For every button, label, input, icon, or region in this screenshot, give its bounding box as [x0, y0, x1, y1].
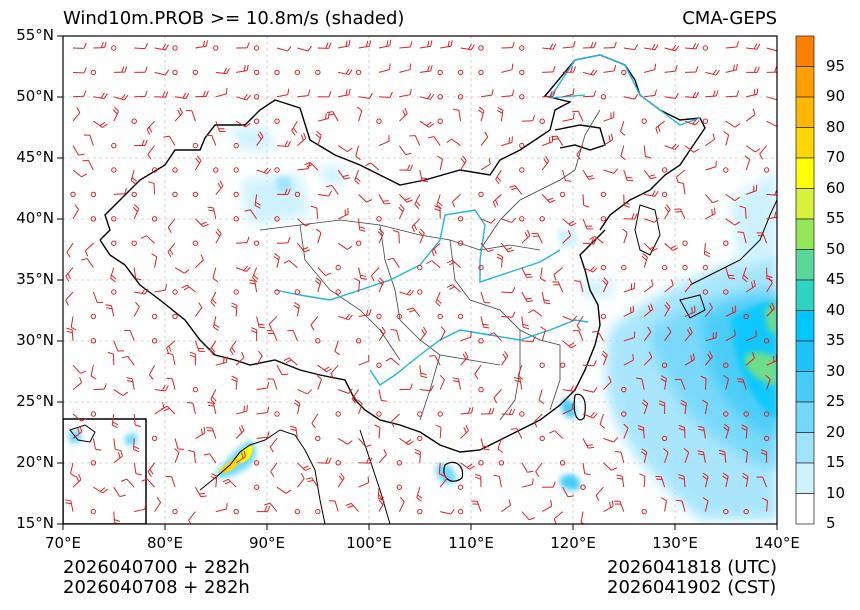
- lon-tick-label: 100°E: [346, 534, 392, 552]
- colorbar-label: 95: [826, 56, 846, 75]
- valid-time: 2026041818 (UTC) 2026041902 (CST): [607, 558, 777, 598]
- colorbar-label: 15: [826, 453, 846, 471]
- lat-tick-label: 45°N: [16, 148, 54, 166]
- colorbar-label: 80: [826, 117, 846, 136]
- lat-tick-label: 50°N: [16, 87, 54, 105]
- colorbar-label: 40: [826, 300, 846, 319]
- wind-barbs: [64, 39, 777, 524]
- lon-tick-label: 80°E: [146, 534, 184, 552]
- colorbar-label: 30: [826, 361, 846, 380]
- valid-time-utc: 2026041818 (UTC): [607, 557, 777, 578]
- lon-tick-label: 120°E: [550, 534, 596, 552]
- colorbar-label: 25: [826, 392, 846, 410]
- colorbar-label: 50: [826, 239, 846, 258]
- lon-tick-label: 110°E: [448, 534, 494, 552]
- lat-tick-label: 20°N: [16, 453, 54, 471]
- lat-tick-label: 55°N: [16, 26, 54, 44]
- init-time: 2026040700 + 282h 2026040708 + 282h: [63, 558, 250, 598]
- colorbar: [795, 35, 815, 525]
- lon-tick-label: 70°E: [44, 534, 82, 552]
- colorbar-label: 5: [826, 514, 836, 532]
- valid-time-cst: 2026041902 (CST): [607, 577, 777, 598]
- colorbar-label: 90: [826, 87, 846, 105]
- colorbar-label: 10: [826, 483, 846, 502]
- lat-tick-label: 15°N: [16, 514, 54, 532]
- lat-tick-label: 30°N: [16, 331, 54, 349]
- colorbar-label: 60: [826, 178, 846, 197]
- lon-tick-label: 90°E: [248, 534, 286, 552]
- lat-tick-label: 40°N: [16, 209, 54, 227]
- lon-tick-label: 130°E: [652, 534, 698, 552]
- lat-tick-label: 25°N: [16, 392, 54, 410]
- lon-tick-label: 140°E: [754, 534, 800, 552]
- colorbar-label: 55: [826, 209, 846, 227]
- lat-tick-label: 35°N: [16, 270, 54, 288]
- colorbar-label: 20: [826, 422, 846, 441]
- colorbar-label: 70: [826, 148, 846, 166]
- colorbar-label: 35: [826, 331, 846, 349]
- probability-shading: [68, 125, 777, 520]
- colorbar-label: 45: [826, 270, 846, 288]
- init-time-utc: 2026040700 + 282h: [63, 557, 250, 578]
- model-name: CMA-GEPS: [682, 8, 777, 29]
- boundaries: [63, 54, 777, 524]
- map-title: Wind10m.PROB >= 10.8m/s (shaded): [63, 8, 405, 29]
- init-time-cst: 2026040708 + 282h: [63, 577, 250, 598]
